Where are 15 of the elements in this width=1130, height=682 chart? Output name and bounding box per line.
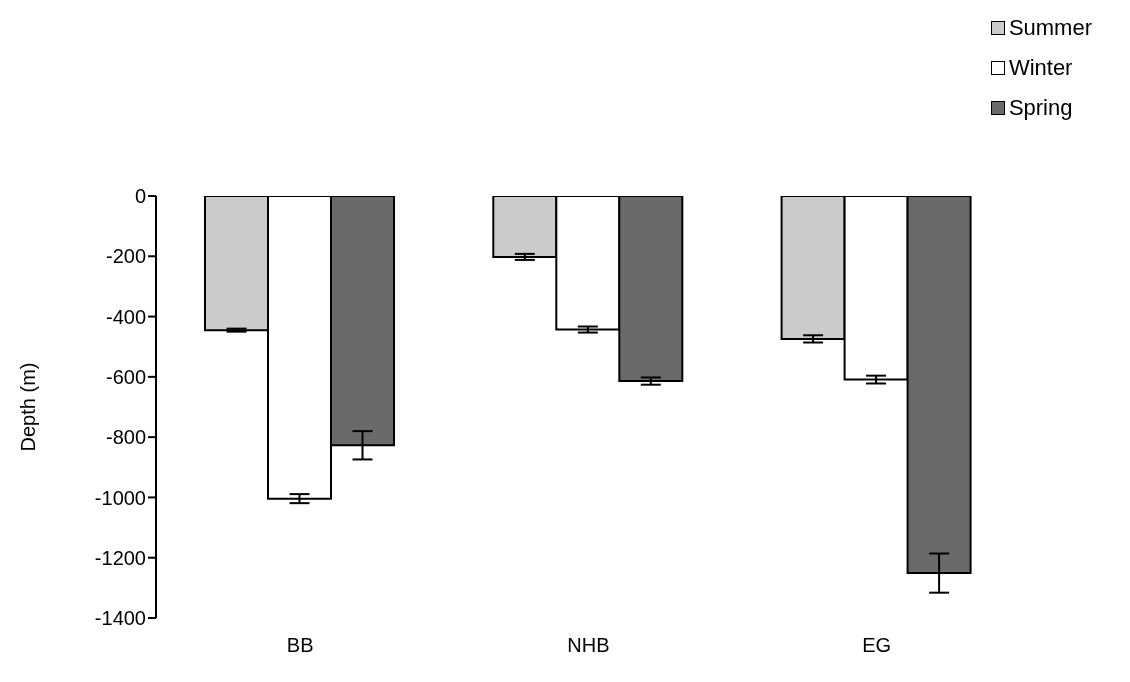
y-tick-label: -800 — [105, 426, 146, 449]
legend-label: Summer — [1008, 15, 1092, 41]
x-tick-label: EG — [862, 634, 892, 657]
x-tick-label: NHB — [567, 634, 610, 657]
y-tick-label: 0 — [134, 185, 146, 208]
legend-label: Winter — [1008, 55, 1073, 81]
y-tick-label: -400 — [105, 305, 146, 328]
legend-label: Spring — [1008, 95, 1073, 121]
y-tick-label: -1400 — [94, 607, 146, 630]
y-tick-label: -600 — [105, 365, 146, 388]
y-tick-label: -200 — [105, 245, 146, 268]
y-axis-title: Depth (m) — [17, 362, 40, 452]
y-tick-label: -1200 — [94, 546, 146, 569]
y-tick-label: -1000 — [94, 486, 146, 509]
x-tick-label: BB — [286, 634, 314, 657]
